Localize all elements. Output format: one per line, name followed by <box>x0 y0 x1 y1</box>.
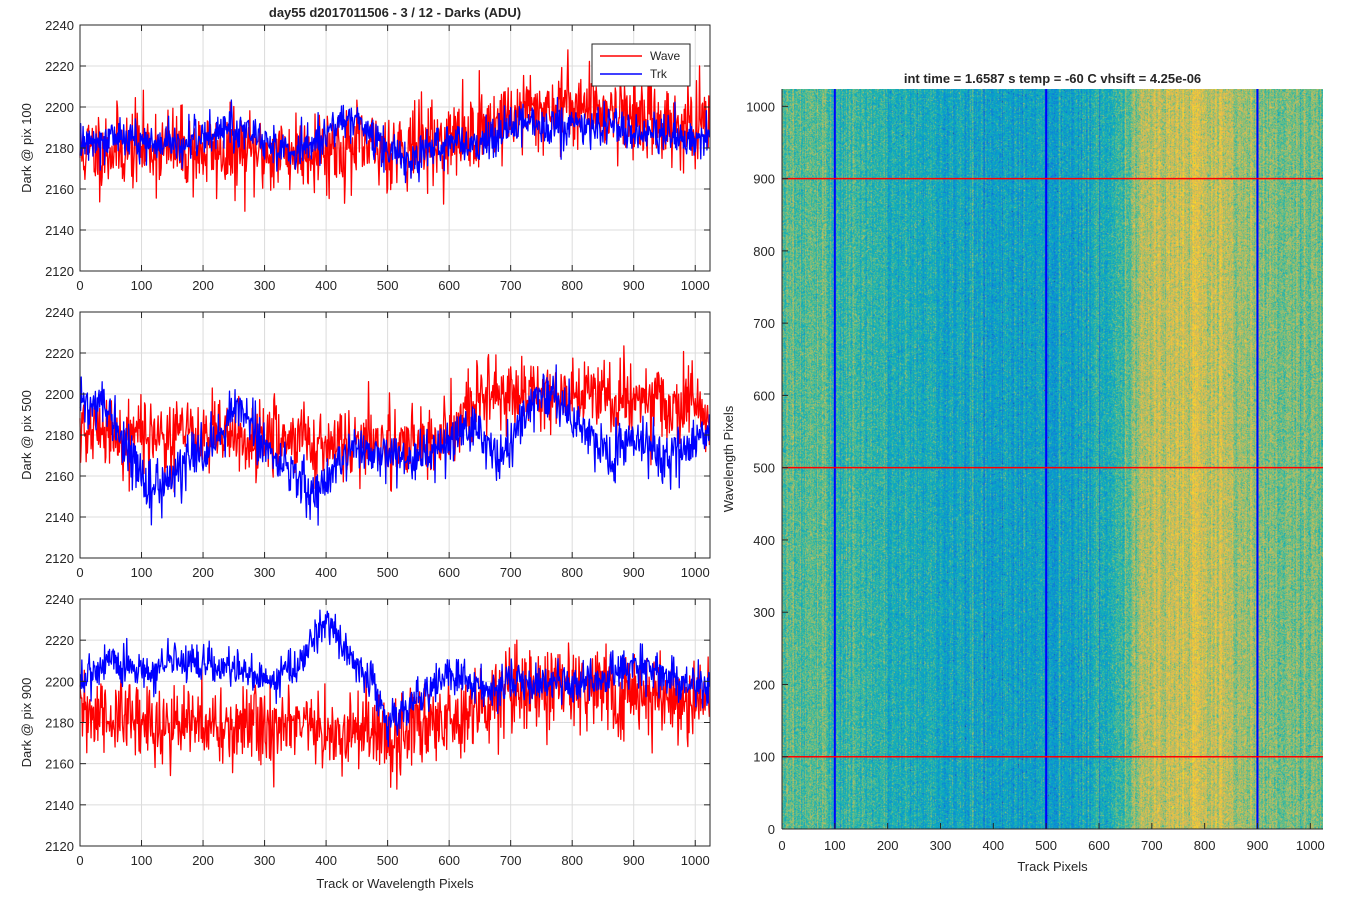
x-tick-label: 800 <box>1194 838 1216 853</box>
y-axis-label: Wavelength Pixels <box>721 405 736 512</box>
x-tick-label: 0 <box>76 565 83 580</box>
x-tick-label: 800 <box>561 853 583 868</box>
y-tick-label: 2160 <box>45 469 74 484</box>
x-tick-label: 100 <box>131 278 153 293</box>
series-line-trk <box>79 96 711 184</box>
y-tick-label: 2140 <box>45 510 74 525</box>
series-line-wave <box>79 345 711 493</box>
y-tick-label: 100 <box>753 750 775 765</box>
x-tick-label: 500 <box>377 853 399 868</box>
x-tick-label: 900 <box>623 278 645 293</box>
x-tick-label: 1000 <box>681 278 710 293</box>
x-axis-label: Track Pixels <box>1017 859 1088 874</box>
x-tick-label: 100 <box>824 838 846 853</box>
x-tick-label: 700 <box>1141 838 1163 853</box>
x-tick-label: 500 <box>1035 838 1057 853</box>
y-tick-label: 800 <box>753 244 775 259</box>
x-tick-label: 700 <box>500 565 522 580</box>
y-tick-label: 300 <box>753 605 775 620</box>
panels-root: 0 100 200 300 400 500 600 700 800 900 100021202140… <box>19 18 1325 891</box>
panel-pix100: 0 100 200 300 400 500 600 700 800 900 1000 2120 2140… <box>19 18 711 293</box>
x-tick-label: 900 <box>623 565 645 580</box>
y-axis-label: Dark @ pix 500 <box>19 390 34 480</box>
panel-pix500: 0 100 200 300 400 500 600 700 800 900 1000 2120 2140… <box>19 305 711 580</box>
y-tick-label: 2120 <box>45 551 74 566</box>
x-tick-label: 800 <box>561 565 583 580</box>
x-tick-label: 0 <box>778 838 785 853</box>
x-tick-label: 0 <box>76 853 83 868</box>
y-tick-label: 2140 <box>45 223 74 238</box>
y-tick-label: 2220 <box>45 346 74 361</box>
y-tick-label: 200 <box>753 677 775 692</box>
y-tick-label: 2240 <box>45 18 74 33</box>
series-line-trk <box>79 364 711 526</box>
x-tick-label: 200 <box>877 838 899 853</box>
y-tick-label: 2160 <box>45 182 74 197</box>
heatmap-image <box>782 89 1323 829</box>
series-line-wave <box>79 639 711 790</box>
figure-title: day55 d2017011506 - 3 / 12 - Darks (ADU) <box>269 5 521 20</box>
y-tick-label: 2200 <box>45 674 74 689</box>
x-tick-label: 400 <box>982 838 1004 853</box>
x-axis-label: Track or Wavelength Pixels <box>316 876 474 891</box>
x-tick-label: 400 <box>315 853 337 868</box>
x-tick-label: 500 <box>377 278 399 293</box>
y-tick-label: 2240 <box>45 592 74 607</box>
y-tick-label: 2220 <box>45 59 74 74</box>
heatmap-title: int time = 1.6587 s temp = -60 C vhsift … <box>904 71 1201 86</box>
x-tick-label: 600 <box>438 278 460 293</box>
y-tick-label: 700 <box>753 316 775 331</box>
y-tick-label: 500 <box>753 461 775 476</box>
x-tick-label: 600 <box>438 565 460 580</box>
x-tick-label: 700 <box>500 853 522 868</box>
x-tick-label: 0 <box>76 278 83 293</box>
x-tick-label: 1000 <box>1296 838 1325 853</box>
y-tick-label: 2180 <box>45 141 74 156</box>
panel-pix900: 0 100 200 300 400 500 600 700 800 900 1000 2120 2140… <box>19 592 711 891</box>
y-tick-label: 2180 <box>45 716 74 731</box>
legend-entry-wave: Wave <box>650 49 681 63</box>
x-tick-label: 500 <box>377 565 399 580</box>
y-tick-label: 2240 <box>45 305 74 320</box>
x-tick-label: 100 <box>131 853 153 868</box>
y-axis-label: Dark @ pix 100 <box>19 103 34 193</box>
x-tick-label: 400 <box>315 278 337 293</box>
x-tick-label: 1000 <box>681 853 710 868</box>
y-tick-label: 600 <box>753 388 775 403</box>
x-tick-label: 100 <box>131 565 153 580</box>
y-tick-label: 400 <box>753 533 775 548</box>
y-tick-label: 0 <box>768 822 775 837</box>
legend-entry-trk: Trk <box>650 67 668 81</box>
y-tick-label: 2120 <box>45 264 74 279</box>
y-tick-label: 2220 <box>45 633 74 648</box>
panel-image: 0 100 200 300 400 500 600 700 800 900 1000 0 100 200 3… <box>721 71 1325 874</box>
x-tick-label: 800 <box>561 278 583 293</box>
x-tick-label: 300 <box>254 278 276 293</box>
legend-box <box>591 43 691 87</box>
x-tick-label: 400 <box>315 565 337 580</box>
x-tick-label: 900 <box>1247 838 1269 853</box>
y-tick-label: 2140 <box>45 798 74 813</box>
x-tick-label: 600 <box>1088 838 1110 853</box>
x-tick-label: 600 <box>438 853 460 868</box>
x-tick-label: 900 <box>623 853 645 868</box>
x-tick-label: 300 <box>254 853 276 868</box>
x-tick-label: 1000 <box>681 565 710 580</box>
x-tick-label: 200 <box>192 853 214 868</box>
y-tick-label: 2200 <box>45 100 74 115</box>
y-tick-label: 2120 <box>45 839 74 854</box>
y-tick-label: 1000 <box>746 99 775 114</box>
y-axis-label: Dark @ pix 900 <box>19 678 34 768</box>
x-tick-label: 200 <box>192 565 214 580</box>
x-tick-label: 300 <box>930 838 952 853</box>
series-line-trk <box>79 609 711 748</box>
y-tick-label: 2200 <box>45 387 74 402</box>
x-tick-label: 200 <box>192 278 214 293</box>
y-tick-label: 2160 <box>45 757 74 772</box>
y-tick-label: 900 <box>753 172 775 187</box>
x-tick-label: 300 <box>254 565 276 580</box>
y-tick-label: 2180 <box>45 428 74 443</box>
x-tick-label: 700 <box>500 278 522 293</box>
